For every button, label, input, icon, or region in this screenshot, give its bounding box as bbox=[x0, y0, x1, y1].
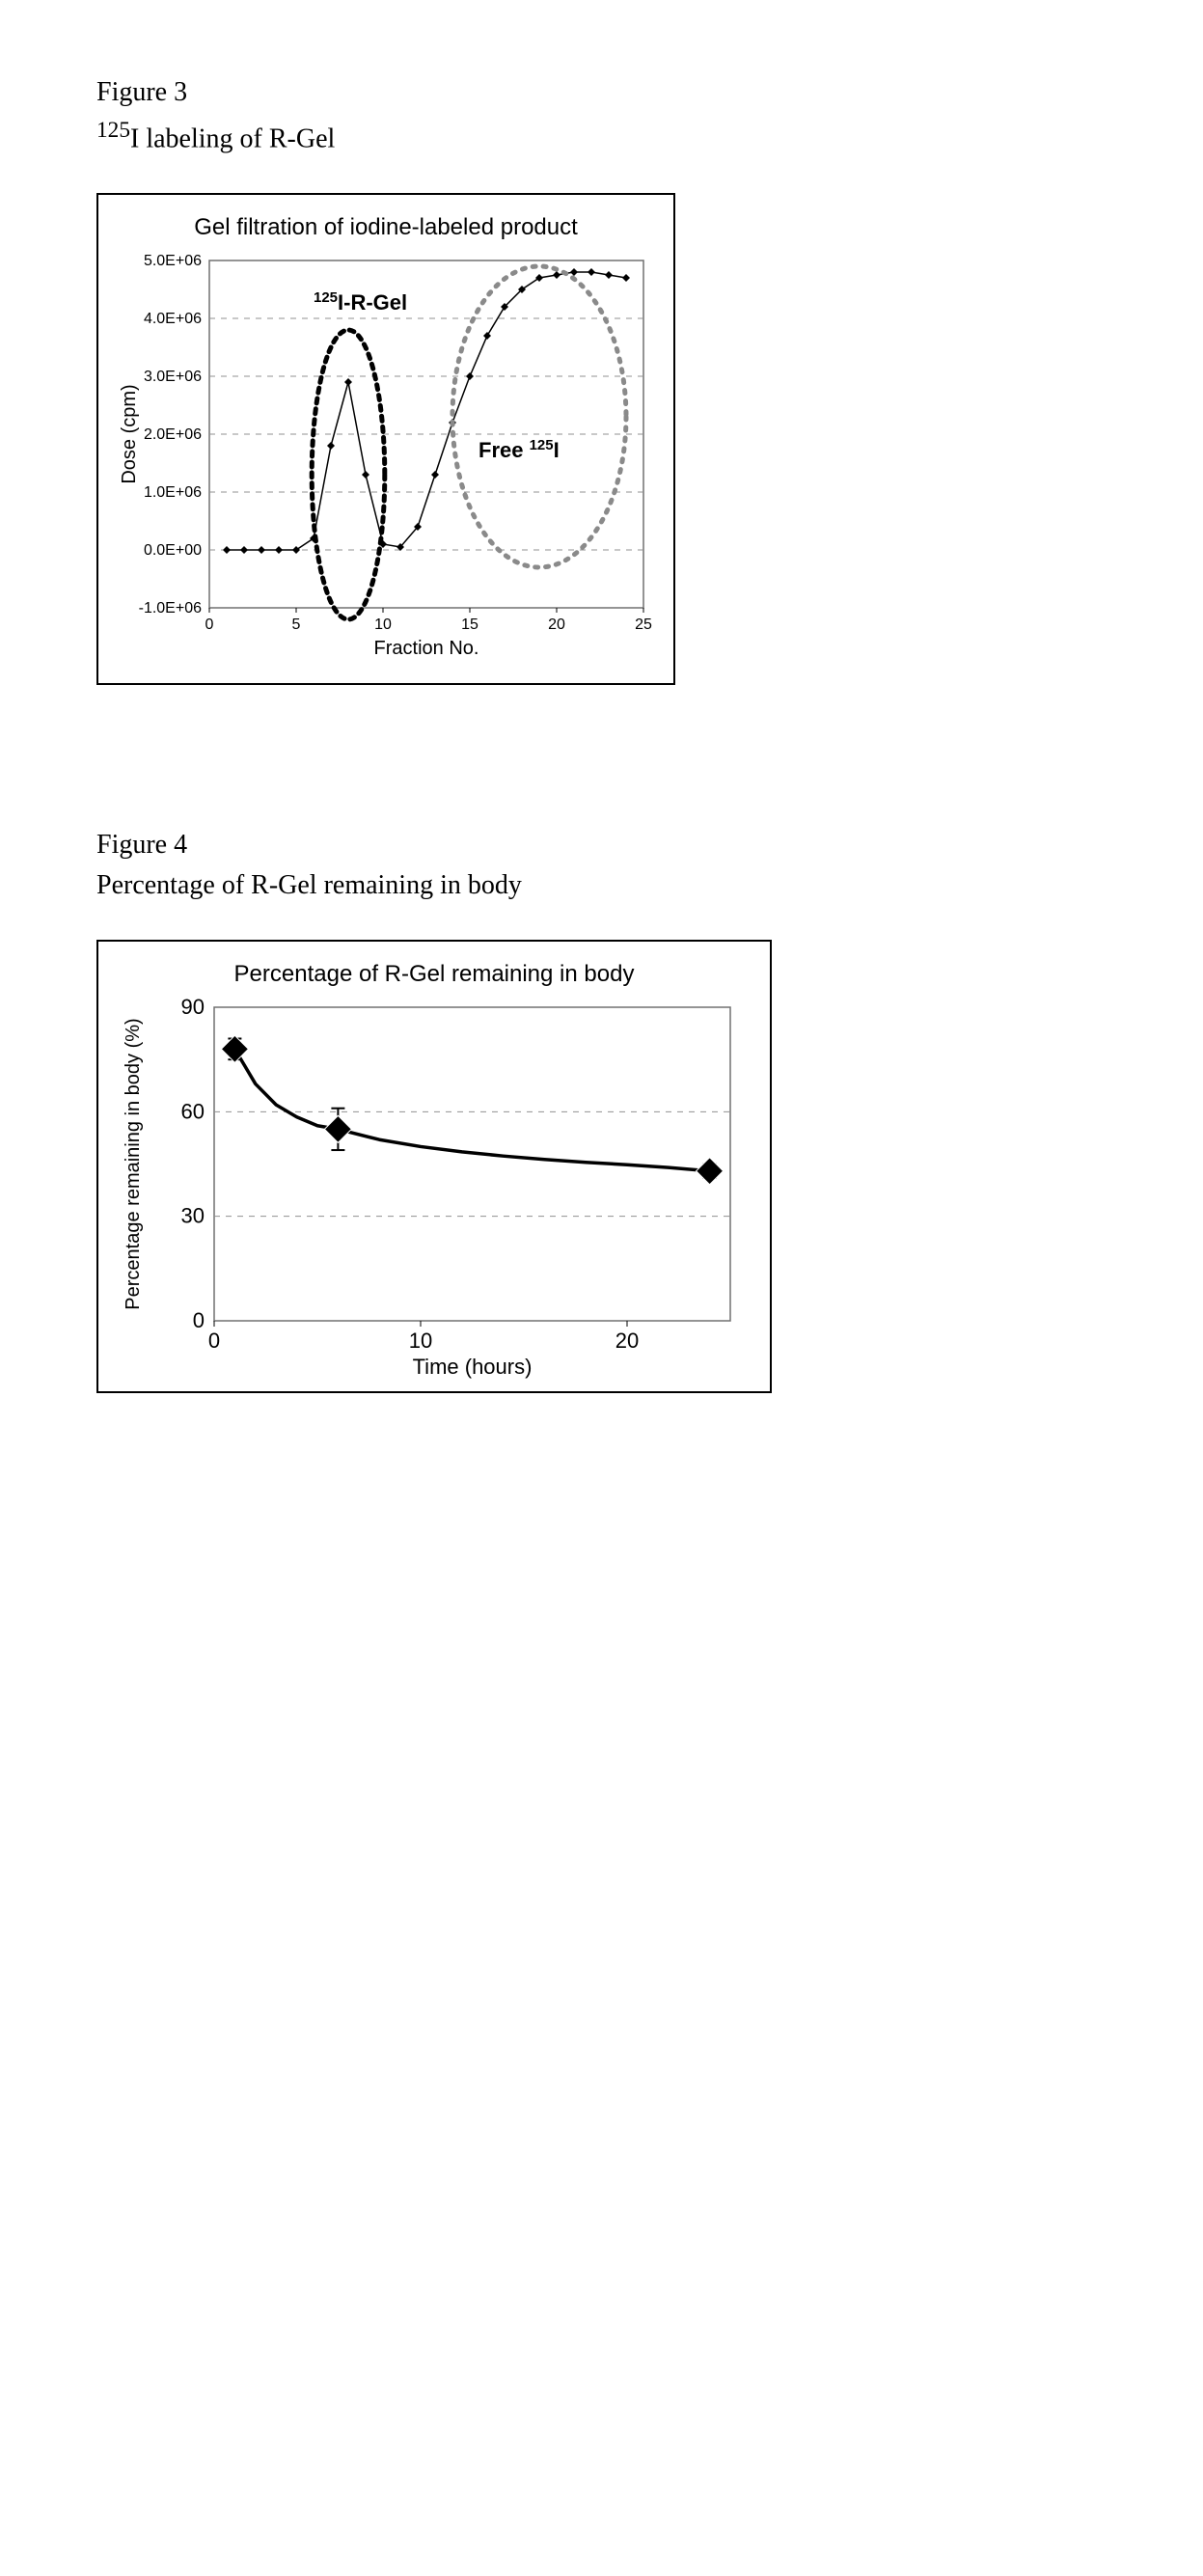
svg-text:10: 10 bbox=[374, 617, 392, 633]
fig3-caption: Figure 3 bbox=[96, 77, 1107, 108]
svg-text:2.0E+06: 2.0E+06 bbox=[144, 426, 202, 443]
svg-text:15: 15 bbox=[461, 617, 478, 633]
svg-text:0: 0 bbox=[208, 1329, 220, 1353]
svg-text:0: 0 bbox=[205, 617, 214, 633]
fig3-sup: 125 bbox=[96, 118, 130, 143]
svg-text:5.0E+06: 5.0E+06 bbox=[144, 253, 202, 269]
svg-text:0.0E+00: 0.0E+00 bbox=[144, 542, 202, 559]
svg-text:60: 60 bbox=[181, 1100, 205, 1124]
svg-text:1.0E+06: 1.0E+06 bbox=[144, 484, 202, 501]
fig3-chart-frame: Gel filtration of iodine-labeled product… bbox=[96, 193, 675, 685]
svg-text:90: 90 bbox=[181, 998, 205, 1019]
fig4-subtitle: Percentage of R-Gel remaining in body bbox=[96, 870, 1107, 901]
svg-text:4.0E+06: 4.0E+06 bbox=[144, 311, 202, 327]
svg-text:3.0E+06: 3.0E+06 bbox=[144, 369, 202, 385]
svg-text:Fraction No.: Fraction No. bbox=[374, 638, 479, 659]
svg-text:Dose (cpm): Dose (cpm) bbox=[119, 385, 140, 484]
fig3-subtitle: 125I labeling of R-Gel bbox=[96, 118, 1107, 154]
svg-text:0: 0 bbox=[193, 1308, 205, 1332]
svg-text:5: 5 bbox=[292, 617, 301, 633]
svg-text:20: 20 bbox=[615, 1329, 639, 1353]
svg-text:-1.0E+06: -1.0E+06 bbox=[139, 600, 202, 617]
fig4-caption: Figure 4 bbox=[96, 830, 1107, 861]
fig3-chart-svg: -1.0E+06 0.0E+00 1.0E+06 2.0E+06 3.0E+06 4.0E… bbox=[118, 251, 658, 666]
svg-text:10: 10 bbox=[409, 1329, 432, 1353]
svg-text:25: 25 bbox=[635, 617, 652, 633]
fig4-chart-frame: Percentage of R-Gel remaining in body 0 3… bbox=[96, 940, 772, 1393]
svg-text:Percentage remaining in body (: Percentage remaining in body (%) bbox=[123, 1019, 144, 1310]
svg-text:20: 20 bbox=[548, 617, 565, 633]
fig3-chart-title: Gel filtration of iodine-labeled product bbox=[118, 214, 654, 241]
svg-text:Time (hours): Time (hours) bbox=[413, 1355, 533, 1379]
svg-text:30: 30 bbox=[181, 1204, 205, 1228]
fig4-chart-title: Percentage of R-Gel remaining in body bbox=[118, 961, 751, 988]
fig4-chart-svg: 0 30 60 90 0 10 20 Time (hours) Percentage remai… bbox=[118, 998, 754, 1384]
fig3-sub-text: I labeling of R-Gel bbox=[130, 123, 335, 153]
